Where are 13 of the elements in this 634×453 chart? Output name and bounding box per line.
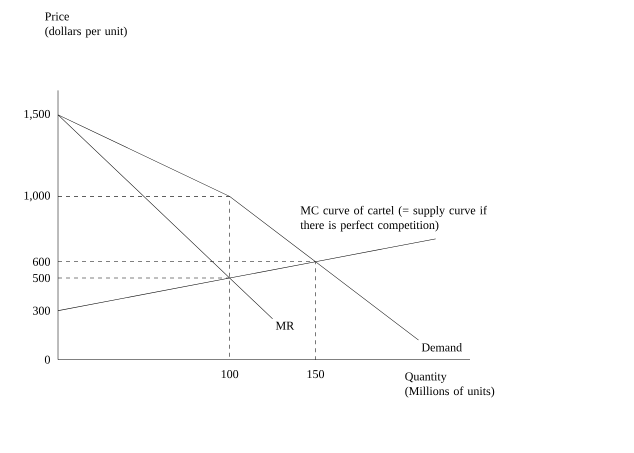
x-axis-title: Quantity (Millions of units) (405, 372, 494, 398)
x-tick-label: 100 (222, 370, 238, 378)
y-tick-label: 1,000 (24, 192, 50, 202)
x-tick-label: 150 (308, 370, 324, 378)
text: MC curve of cartel (= supply curve if there is perfect competition) (300, 206, 488, 232)
y-tick-label: 600 (32, 258, 50, 266)
y-axis-title: Price (dollars per unit) (45, 12, 127, 38)
y-tick-label: 500 (33, 274, 50, 282)
y-tick-label: 0 (44, 356, 50, 364)
y-tick-label: 1,500 (24, 110, 50, 120)
y-tick-label: 300 (33, 306, 50, 315)
series-label: MR (276, 322, 294, 330)
series-label: Demand (422, 343, 462, 352)
